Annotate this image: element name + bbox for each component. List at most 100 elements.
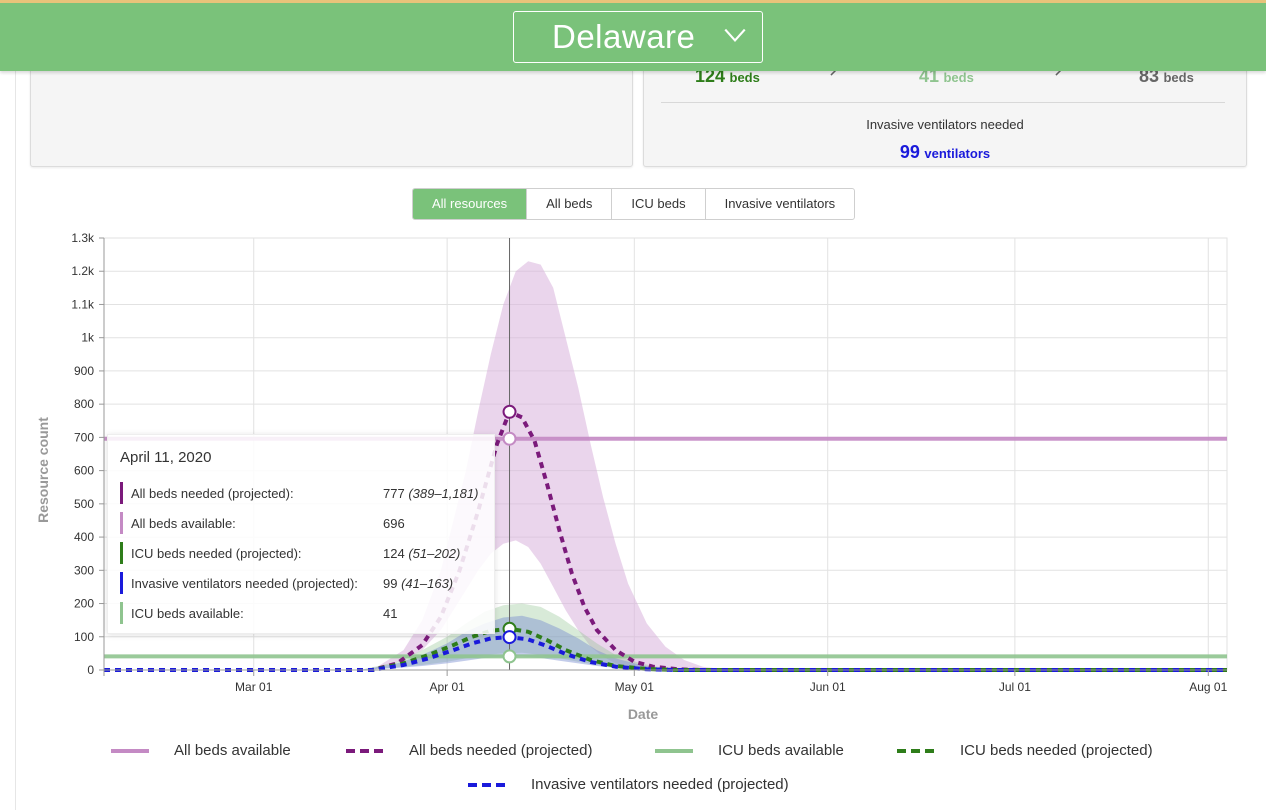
tooltip-label: Invasive ventilators needed (projected): (131, 576, 358, 591)
legend-swatch (468, 783, 506, 787)
legend-item-ventilators-needed[interactable]: Invasive ventilators needed (projected) (468, 775, 828, 795)
card-divider (661, 102, 1225, 103)
icu-beds-needed-stat: 124 beds (695, 66, 760, 87)
ventilators-needed-value: 99 ventilators (643, 142, 1247, 163)
x-tick-label: May 01 (615, 680, 655, 694)
tooltip-row: All beds available: 696 (120, 512, 490, 534)
tooltip-label: All beds available: (131, 516, 236, 531)
stat-unit: ventilators (924, 146, 991, 161)
legend-swatch (346, 749, 384, 753)
tooltip-range: (41–163) (401, 576, 454, 591)
y-tick-label: 300 (74, 563, 94, 577)
legend-swatch (655, 749, 693, 753)
tab-all-resources[interactable]: All resources (413, 189, 528, 219)
y-tick-label: 800 (74, 397, 94, 411)
hover-point (502, 404, 517, 419)
icu-beds-shortage-stat: 83 beds (1139, 66, 1194, 87)
legend-item-all-beds-available[interactable]: All beds available (111, 741, 321, 761)
tooltip-swatch (120, 602, 123, 624)
tooltip-value: 41 (383, 606, 398, 621)
legend-label: Invasive ventilators needed (projected) (531, 776, 789, 793)
x-tick-label: Mar 01 (235, 680, 273, 694)
y-tick-label: 900 (74, 364, 94, 378)
hover-point (502, 630, 517, 645)
tooltip-label: ICU beds needed (projected): (131, 546, 302, 561)
x-tick-label: Aug 01 (1189, 680, 1227, 694)
series-line (104, 635, 1227, 672)
tooltip-value-wrap: 696 (383, 516, 405, 531)
tooltip-row: ICU beds available: 41 (120, 602, 490, 624)
tooltip-label: All beds needed (projected): (131, 486, 294, 501)
y-tick-label: 0 (87, 663, 94, 677)
legend-label: All beds available (174, 742, 291, 759)
tooltip-value-wrap: 41 (383, 606, 397, 621)
y-tick-label: 500 (74, 497, 94, 511)
y-tick-label: 200 (74, 597, 94, 611)
ventilators-needed-label: Invasive ventilators needed (866, 117, 1024, 132)
tooltip-swatch (120, 572, 123, 594)
y-tick-label: 400 (74, 530, 94, 544)
series-line (104, 626, 1227, 672)
tooltip-row: Invasive ventilators needed (projected):… (120, 572, 490, 594)
tab-icu-beds[interactable]: ICU beds (612, 189, 706, 219)
legend-swatch (897, 749, 935, 753)
state-select[interactable]: Delaware (513, 11, 763, 63)
legend-label: ICU beds needed (projected) (960, 742, 1153, 759)
tooltip-value-wrap: 99 (41–163) (383, 576, 453, 591)
stat-unit: beds (729, 70, 760, 85)
tooltip-value: 696 (383, 516, 405, 531)
y-tick-label: 1.1k (71, 297, 95, 311)
tab-invasive-ventilators[interactable]: Invasive ventilators (724, 196, 836, 211)
tooltip-swatch (120, 542, 123, 564)
hover-point (502, 649, 517, 664)
legend-item-icu-beds-needed[interactable]: ICU beds needed (projected) (897, 741, 1197, 761)
icu-beds-available-stat: 41 beds (919, 66, 974, 87)
stat-unit: beds (1163, 70, 1194, 85)
x-tick-label: Jul 01 (999, 680, 1031, 694)
y-tick-label: 600 (74, 464, 94, 478)
tab-all-beds[interactable]: All beds (527, 189, 613, 219)
stat-number: 124 (695, 66, 726, 86)
header-bar: Delaware (0, 3, 1266, 71)
tooltip-date: April 11, 2020 (120, 449, 212, 466)
stat-unit: beds (943, 70, 974, 85)
y-tick-label: 1.2k (71, 264, 95, 278)
y-tick-label: 100 (74, 630, 94, 644)
tooltip-value-wrap: 124 (51–202) (383, 546, 460, 561)
chart-tooltip: April 11, 2020 All beds needed (projecte… (107, 434, 495, 634)
tooltip-label: ICU beds available: (131, 606, 244, 621)
stat-number: 41 (919, 66, 940, 86)
x-tick-label: Jun 01 (810, 680, 846, 694)
state-name: Delaware (552, 18, 696, 55)
y-tick-label: 1.3k (71, 231, 95, 245)
tooltip-range: (389–1,181) (408, 486, 479, 501)
stat-number: 99 (899, 142, 920, 162)
tooltip-swatch (120, 482, 123, 504)
legend-label: All beds needed (projected) (409, 742, 593, 759)
x-tick-label: Apr 01 (429, 680, 465, 694)
tooltip-value: 777 (383, 486, 405, 501)
legend-swatch (111, 749, 149, 753)
tooltip-value-wrap: 777 (389–1,181) (383, 486, 478, 501)
y-tick-label: 700 (74, 430, 94, 444)
tooltip-swatch (120, 512, 123, 534)
tooltip-value: 99 (383, 576, 398, 591)
tooltip-row: ICU beds needed (projected): 124 (51–202… (120, 542, 490, 564)
tooltip-range: (51–202) (408, 546, 461, 561)
legend-label: ICU beds available (718, 742, 844, 759)
y-axis-label: Resource count (35, 417, 51, 523)
x-axis-label: Date (628, 706, 659, 722)
tooltip-value: 124 (383, 546, 405, 561)
tooltip-row: All beds needed (projected): 777 (389–1,… (120, 482, 490, 504)
legend-item-all-beds-needed[interactable]: All beds needed (projected) (346, 741, 636, 761)
hover-point (502, 431, 517, 446)
top-accent-bar (0, 0, 1266, 3)
hover-layer (502, 238, 517, 670)
stat-number: 83 (1139, 66, 1160, 86)
axis-layer: Date Resource count 0 100 200 300 400 500 600 7… (35, 231, 1228, 722)
legend-item-icu-beds-available[interactable]: ICU beds available (655, 741, 875, 761)
y-tick-label: 1k (81, 331, 95, 345)
uncertainty-band (359, 603, 691, 670)
chevron-down-icon (722, 22, 748, 53)
